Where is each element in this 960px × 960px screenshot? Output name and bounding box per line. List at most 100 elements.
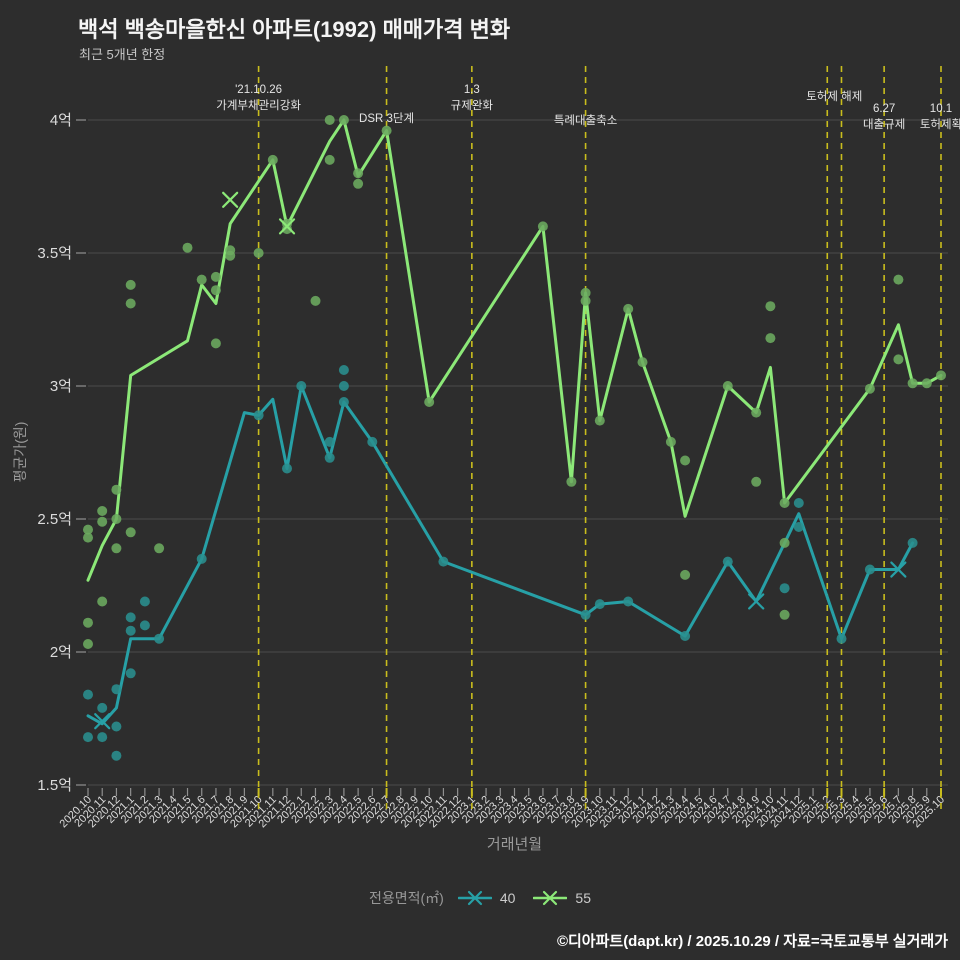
legend-value-55: 55 (575, 890, 591, 906)
y-tick-label: 4억 (50, 112, 72, 129)
legend-marker-40 (457, 890, 492, 906)
scatter-point-40 (296, 381, 307, 391)
event-label: 10.1 (930, 103, 952, 115)
event-label: 6.27 (873, 103, 895, 115)
scatter-point-40 (154, 633, 165, 644)
scatter-point-55 (83, 617, 93, 628)
scatter-point-40 (324, 436, 335, 447)
scatter-point-55 (196, 274, 207, 285)
scatter-point-40 (793, 522, 804, 532)
series-line-55 (86, 118, 943, 582)
scatter-point-55 (111, 543, 122, 554)
series-line-40 (86, 384, 915, 726)
scatter-point-55 (210, 338, 221, 349)
y-axis-title: 평균가(원) (12, 422, 28, 483)
scatter-point-40 (338, 397, 349, 407)
page-subtitle: 최근 5개년 한정 (79, 47, 166, 62)
x-marker-55 (222, 191, 239, 208)
scatter-point-55 (580, 295, 591, 306)
scatter-point-40 (253, 410, 264, 421)
legend-item-40[interactable]: 40 (457, 890, 516, 906)
scatter-point-55 (779, 498, 790, 508)
scatter-point-40 (722, 556, 733, 567)
scatter-point-55 (282, 224, 292, 235)
scatter-point-55 (97, 506, 108, 516)
y-tick-label: 2억 (50, 644, 72, 661)
scatter-point-40 (324, 452, 335, 463)
scatter-point-55 (125, 279, 136, 290)
x-marker-stroke (890, 561, 907, 578)
scatter-point-55 (182, 242, 193, 253)
scatter-point-55 (566, 476, 577, 487)
scatter-point-55 (680, 569, 691, 580)
scatter-point-40 (139, 620, 150, 631)
scatter-point-55 (125, 527, 136, 538)
scatter-point-55 (580, 287, 591, 298)
scatter-point-40 (623, 596, 634, 607)
x-axis-title: 거래년월 (487, 836, 542, 853)
scatter-point-55 (97, 596, 108, 607)
source-credit: ©디아파트(dapt.kr) / 2025.10.29 / 자료=국토교통부 실… (556, 933, 948, 950)
event-label: '21.10.26 (235, 84, 282, 96)
legend-marker-55 (533, 890, 568, 906)
scatter-point-55 (893, 354, 904, 365)
scatter-point-55 (111, 484, 122, 495)
y-tick-label: 1.5억 (37, 777, 72, 794)
y-tick-label: 3억 (50, 378, 72, 395)
scatter-point-40 (97, 702, 108, 713)
scatter-point-40 (836, 633, 847, 644)
scatter-point-40 (907, 537, 918, 548)
page-title: 백석 백송마을한신 아파트(1992) 매매가격 변화 (78, 17, 511, 42)
scatter-point-55 (864, 383, 875, 394)
scatter-point-55 (765, 301, 776, 312)
scatter-point-55 (779, 537, 790, 548)
scatter-point-55 (83, 524, 93, 535)
scatter-point-40 (680, 631, 691, 641)
event-label: 토허제확 (920, 118, 960, 131)
scatter-point-55 (680, 455, 691, 466)
scatter-point-55 (381, 125, 392, 136)
x-marker-55 (278, 218, 296, 235)
event-label: 토허제 해제 (806, 90, 862, 103)
scatter-point-40 (282, 463, 292, 474)
scatter-point-55 (111, 514, 122, 524)
x-marker-40 (748, 593, 765, 610)
scatter-point-55 (353, 168, 364, 179)
legend-title: 전용면적(㎡) (368, 890, 444, 906)
scatter-point-40 (125, 668, 136, 679)
scatter-point-40 (111, 750, 122, 761)
x-marker-40 (94, 713, 111, 730)
scatter-point-40 (594, 599, 605, 610)
scatter-point-55 (424, 397, 435, 407)
scatter-point-55 (97, 516, 108, 527)
scatter-point-55 (665, 436, 676, 447)
scatter-point-40 (97, 732, 108, 743)
scatter-point-55 (537, 221, 548, 232)
y-tick-label: 2.5억 (37, 511, 72, 528)
scatter-point-55 (751, 476, 762, 487)
x-marker-40 (890, 561, 907, 578)
scatter-point-40 (111, 684, 122, 695)
scatter-point-55 (83, 532, 93, 543)
x-marker-stroke (94, 713, 111, 730)
legend-value-40: 40 (499, 890, 516, 906)
scatter-point-55 (936, 370, 946, 381)
legend-item-55[interactable]: 55 (533, 890, 591, 906)
scatter-point-40 (111, 721, 122, 732)
scatter-point-55 (893, 274, 904, 285)
scatter-point-55 (267, 154, 278, 165)
scatter-point-55 (210, 285, 221, 296)
scatter-point-55 (921, 378, 932, 389)
x-marker-stroke (222, 191, 239, 208)
scatter-point-55 (310, 295, 321, 306)
scatter-point-55 (751, 407, 762, 418)
y-tick-label: 3.5억 (37, 245, 72, 262)
scatter-point-55 (637, 357, 648, 368)
scatter-point-40 (367, 436, 378, 447)
scatter-point-40 (864, 564, 875, 575)
event-label: 대출규제 (863, 118, 905, 131)
scatter-point-55 (83, 639, 93, 649)
scatter-point-40 (438, 556, 449, 567)
